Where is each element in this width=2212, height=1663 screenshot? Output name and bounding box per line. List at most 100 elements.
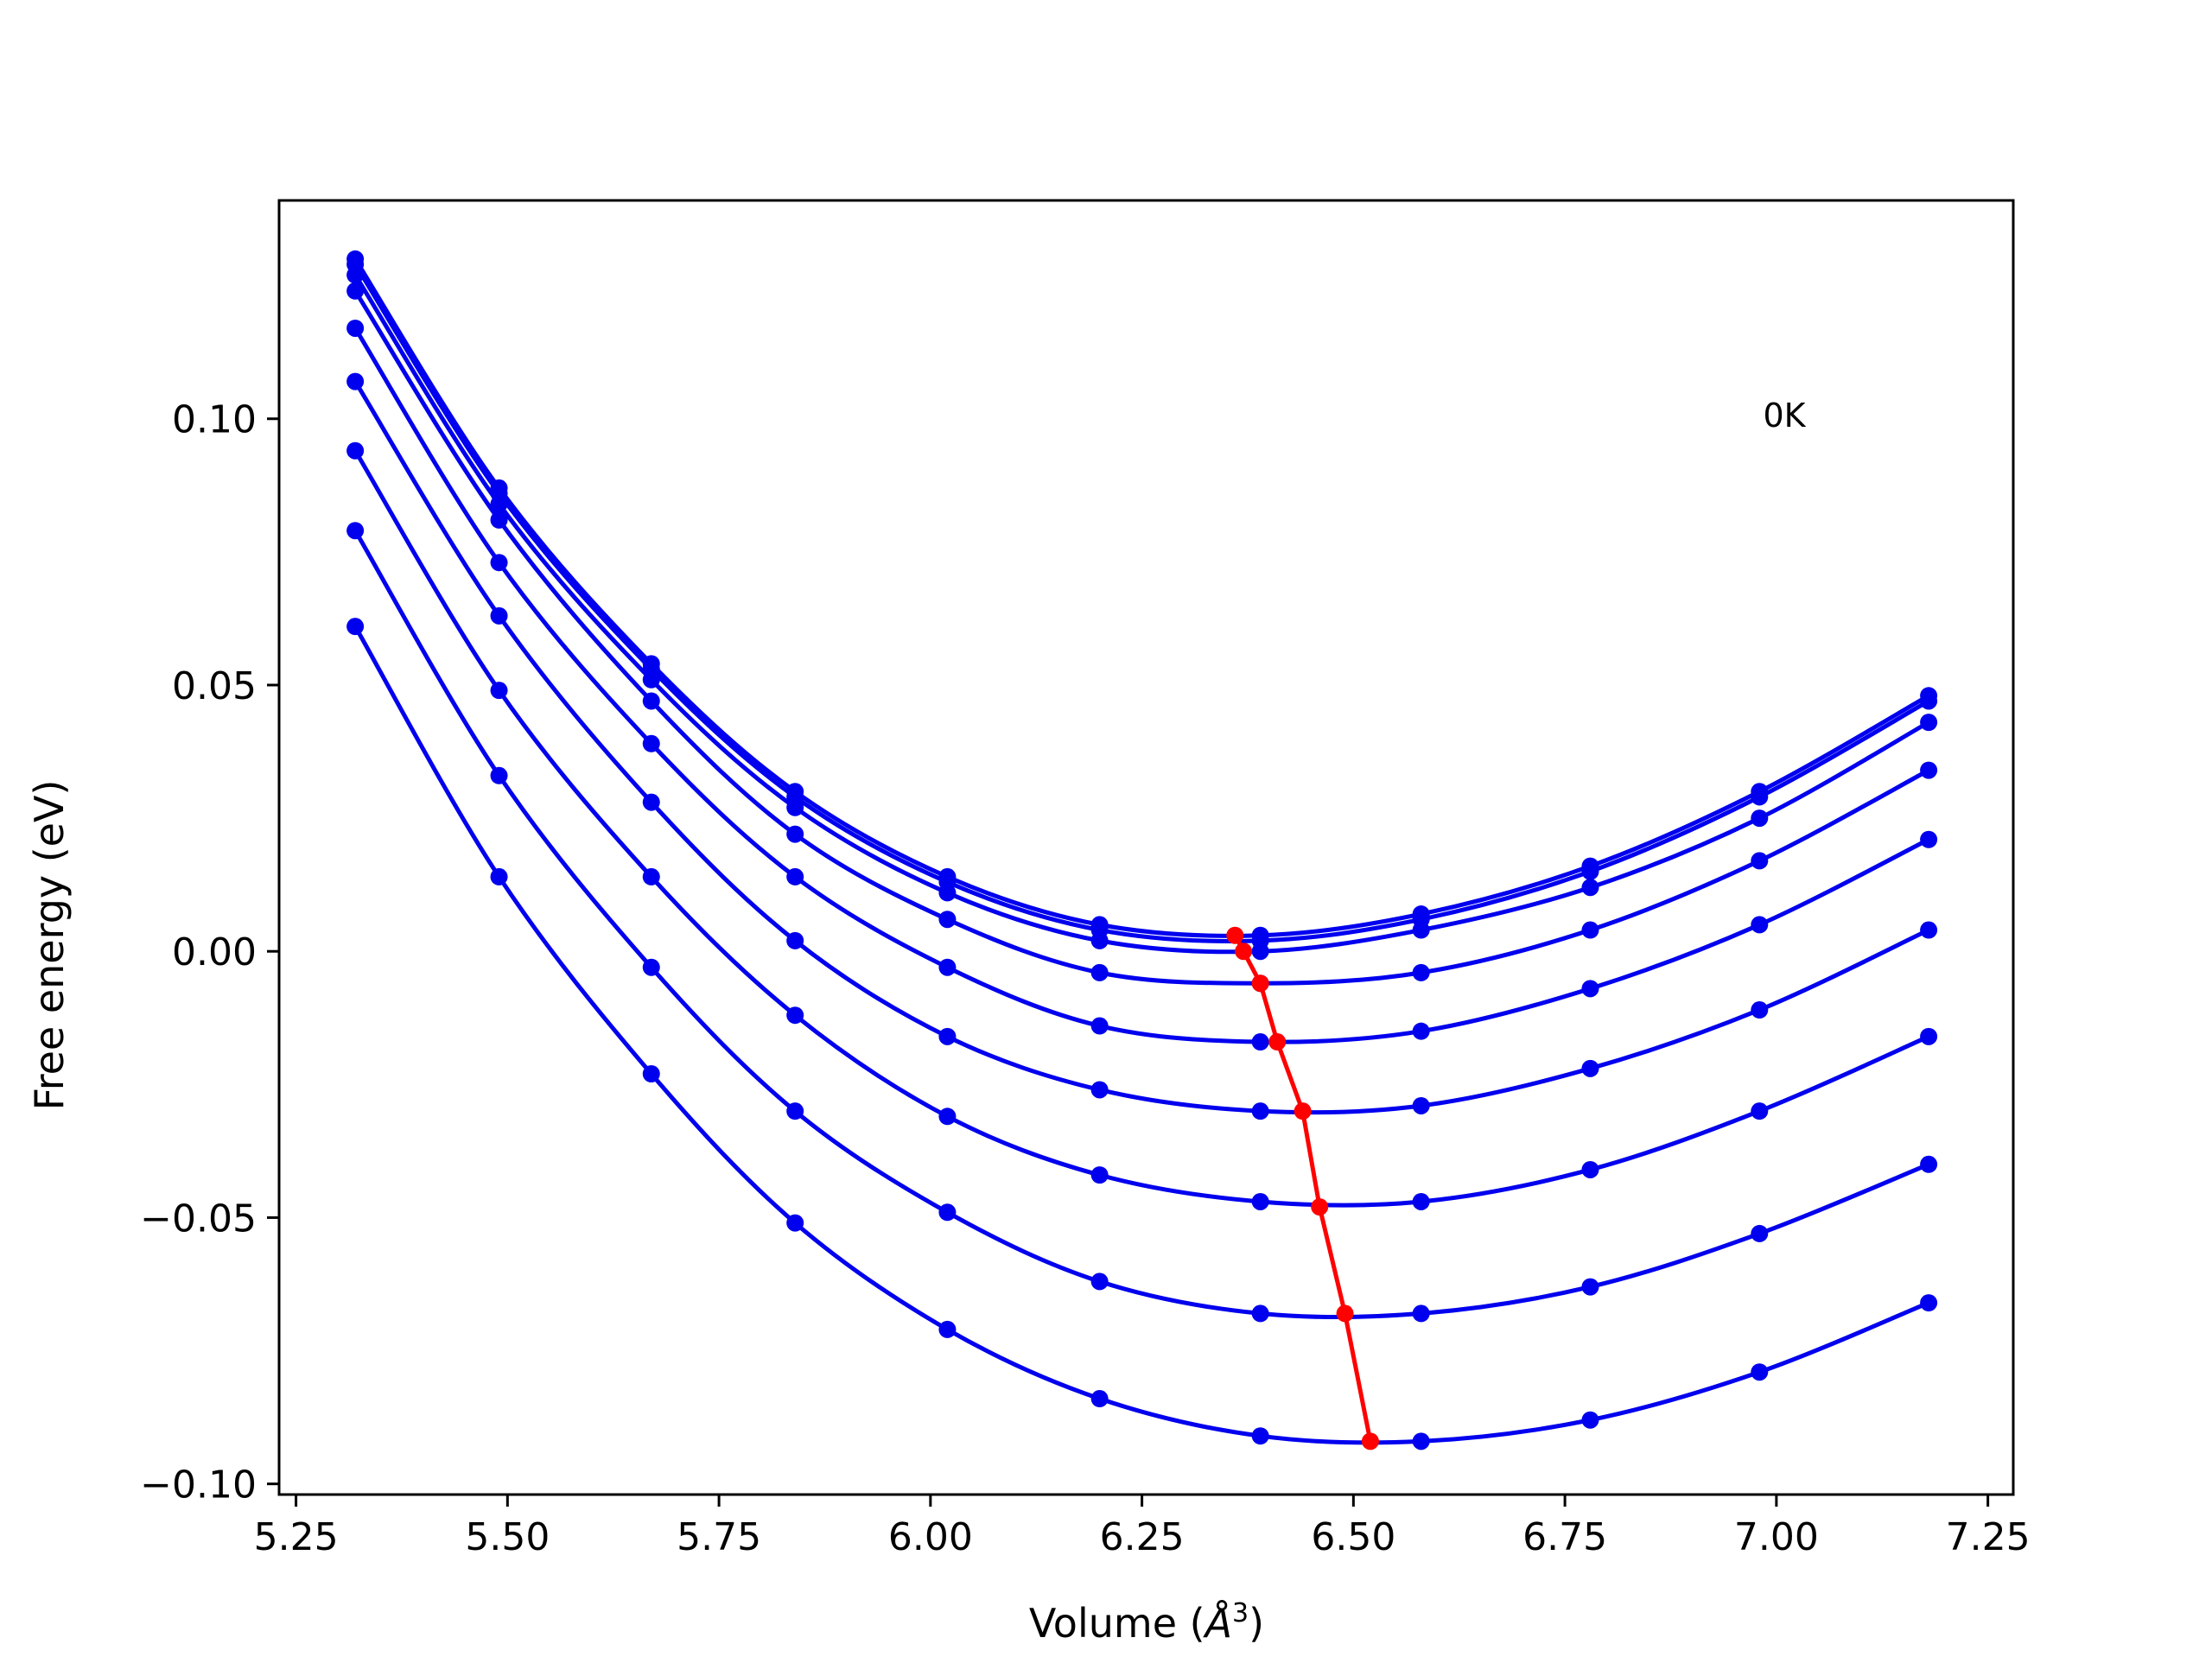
data-point-4-1	[490, 554, 508, 572]
data-point-8-1	[490, 867, 508, 885]
series-line-5	[353, 380, 1930, 1115]
data-point-7-9	[1751, 1224, 1769, 1242]
data-point-3-8	[1581, 921, 1599, 939]
series-line-1	[353, 263, 1930, 943]
data-point-6-2	[642, 867, 660, 885]
data-point-6-9	[1751, 1102, 1769, 1120]
data-point-4-8	[1581, 980, 1599, 998]
data-point-5-8	[1581, 1059, 1599, 1077]
x-tick-label-8: 7.25	[1946, 1515, 2031, 1559]
data-point-5-2	[642, 793, 660, 811]
data-point-2-8	[1581, 879, 1599, 897]
minimum-point-3	[1268, 1033, 1287, 1051]
data-point-5-7	[1412, 1096, 1430, 1114]
data-point-2-9	[1751, 809, 1769, 828]
data-point-8-0	[346, 618, 365, 636]
minimum-point-5	[1311, 1198, 1329, 1216]
data-point-7-3	[786, 1102, 804, 1120]
data-point-2-2	[642, 670, 660, 689]
data-point-4-5	[1090, 1017, 1109, 1035]
data-point-3-10	[1920, 761, 1938, 779]
series-line-8	[353, 625, 1930, 1445]
data-point-4-0	[346, 319, 365, 337]
data-point-8-7	[1412, 1432, 1430, 1450]
data-point-8-3	[786, 1214, 804, 1232]
x-axis-label-exponent: 3	[1232, 1598, 1249, 1628]
x-tick-label-6: 6.75	[1522, 1515, 1607, 1559]
data-point-5-6	[1251, 1102, 1269, 1120]
axes-layer: 5.25 5.50 5.75 6.00 6.25 6.50 6.75 7.00 7.25 −0.1…	[140, 199, 2031, 1559]
y-axis-label: Free energy (eV)	[26, 780, 73, 1111]
data-point-6-8	[1581, 1160, 1599, 1178]
data-point-2-7	[1412, 921, 1430, 939]
data-point-5-9	[1751, 1001, 1769, 1019]
data-point-3-5	[1090, 963, 1109, 981]
data-point-5-0	[346, 372, 365, 390]
data-point-4-3	[786, 867, 804, 885]
data-point-6-7	[1412, 1192, 1430, 1210]
data-point-1-10	[1920, 692, 1938, 710]
data-point-3-0	[346, 282, 365, 300]
y-tick-label-1: −0.05	[140, 1196, 257, 1241]
x-axis-label-text: Volume (	[1029, 1600, 1205, 1647]
data-point-4-6	[1251, 1033, 1269, 1051]
x-tick-label-7: 7.00	[1734, 1515, 1819, 1559]
x-tick-label-4: 6.25	[1100, 1515, 1185, 1559]
series-line-2	[353, 273, 1930, 955]
data-point-8-4	[938, 1320, 957, 1338]
series-line-0	[353, 257, 1930, 938]
y-tick-label-0: −0.10	[140, 1463, 257, 1507]
data-point-7-1	[490, 766, 508, 784]
data-point-3-3	[786, 825, 804, 843]
y-tick-label-3: 0.05	[172, 664, 257, 708]
temperature-annotation: 0K	[1763, 397, 1806, 435]
series-line-7	[353, 529, 1930, 1320]
plot-frame	[277, 199, 2015, 1496]
minimum-point-6	[1336, 1304, 1354, 1323]
minimum-point-4	[1294, 1102, 1312, 1120]
data-point-4-10	[1920, 830, 1938, 848]
data-point-5-1	[490, 606, 508, 625]
data-point-2-1	[490, 495, 508, 513]
x-tick-label-3: 6.00	[888, 1515, 973, 1559]
data-point-8-2	[642, 1065, 660, 1082]
data-point-7-5	[1090, 1273, 1109, 1291]
data-point-2-3	[786, 798, 804, 816]
data-point-1-9	[1751, 788, 1769, 806]
minimum-point-0	[1226, 926, 1244, 944]
data-point-1-8	[1581, 862, 1599, 880]
marks-layer	[346, 250, 1938, 1450]
data-point-2-6	[1251, 943, 1269, 961]
x-tick-label-5: 6.50	[1311, 1515, 1395, 1559]
minimum-point-2	[1251, 974, 1269, 993]
data-point-7-6	[1251, 1304, 1269, 1323]
data-point-6-3	[786, 1006, 804, 1025]
data-point-6-1	[490, 682, 508, 700]
data-point-5-10	[1920, 921, 1938, 939]
x-tick-label-0: 5.25	[254, 1515, 339, 1559]
x-axis-label-close: )	[1249, 1600, 1264, 1647]
data-point-2-0	[346, 266, 365, 284]
data-point-2-10	[1920, 714, 1938, 732]
data-point-4-4	[938, 958, 957, 976]
data-point-3-9	[1751, 852, 1769, 870]
data-point-6-10	[1920, 1027, 1938, 1045]
data-point-7-2	[642, 958, 660, 976]
data-point-4-9	[1751, 916, 1769, 934]
series-line-4	[353, 327, 1930, 1044]
data-point-6-0	[346, 441, 365, 460]
data-point-8-6	[1251, 1427, 1269, 1445]
data-point-8-5	[1090, 1390, 1109, 1408]
data-point-8-9	[1751, 1363, 1769, 1381]
data-point-2-4	[938, 884, 957, 902]
minimum-point-7	[1361, 1432, 1379, 1450]
data-point-4-7	[1412, 1022, 1430, 1040]
data-point-6-4	[938, 1108, 957, 1126]
x-axis-label: Volume (Å3)	[1029, 1598, 1264, 1647]
y-tick-label-4: 0.10	[172, 398, 257, 442]
series-line-6	[353, 449, 1930, 1208]
data-point-3-1	[490, 511, 508, 529]
